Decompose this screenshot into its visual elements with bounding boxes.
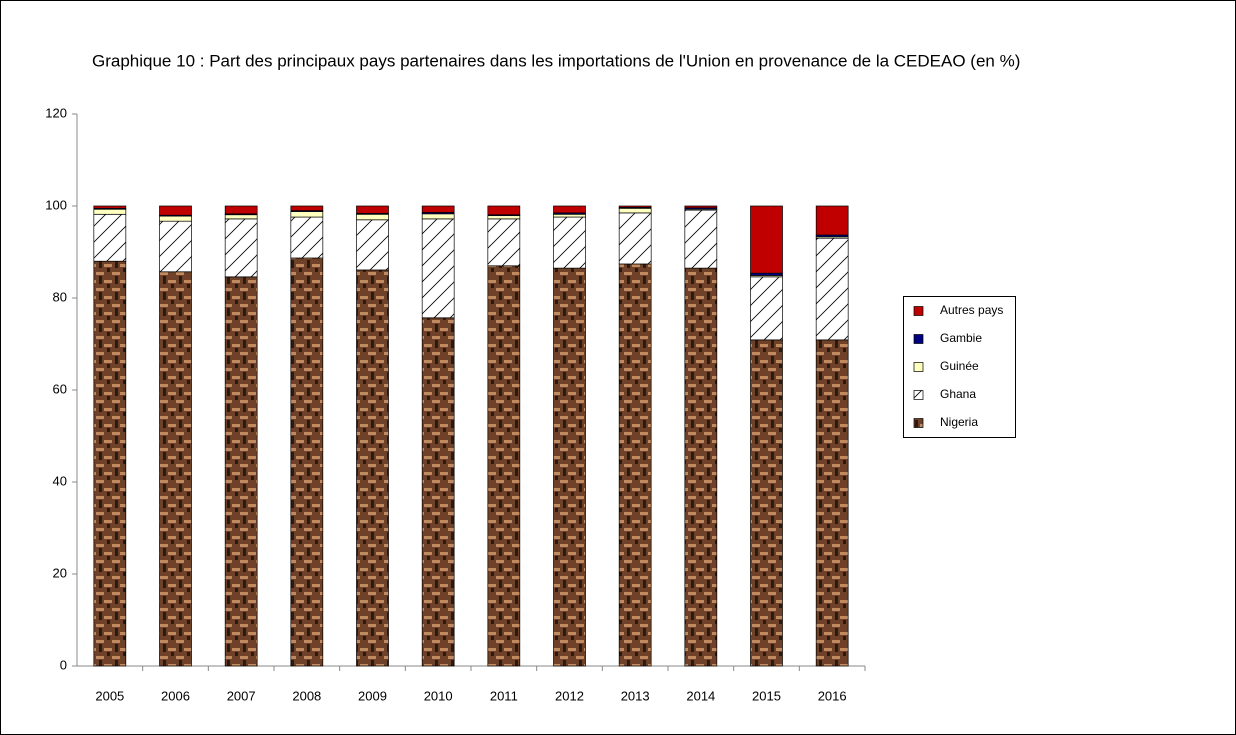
bar-segment bbox=[618, 212, 652, 265]
x-tick-label: 2013 bbox=[621, 688, 650, 703]
x-tick-label: 2010 bbox=[424, 688, 453, 703]
x-tick-label: 2015 bbox=[752, 688, 781, 703]
bar-segment bbox=[421, 317, 455, 667]
bar-segment bbox=[750, 205, 783, 274]
legend-label: Autres pays bbox=[940, 303, 1003, 317]
legend-label: Ghana bbox=[940, 387, 976, 401]
legend-swatch bbox=[913, 334, 924, 344]
bar-segment bbox=[487, 215, 521, 220]
x-tick-label: 2016 bbox=[818, 688, 847, 703]
bar-segment bbox=[290, 211, 324, 218]
bar-segment bbox=[93, 208, 127, 215]
bar-segment bbox=[421, 213, 455, 220]
bar-segment bbox=[487, 218, 521, 267]
bar-segment bbox=[356, 269, 389, 667]
bar-segment bbox=[224, 218, 258, 278]
y-tick-label: 40 bbox=[53, 473, 67, 488]
y-tick-label: 120 bbox=[45, 105, 67, 120]
bar-segment bbox=[224, 276, 258, 667]
x-tick-label: 2014 bbox=[686, 688, 715, 703]
y-tick-label: 60 bbox=[53, 381, 67, 396]
bar-segment bbox=[290, 216, 324, 259]
bar-segment bbox=[290, 257, 324, 667]
x-tick-label: 2005 bbox=[95, 688, 124, 703]
x-tick-label: 2007 bbox=[227, 688, 256, 703]
y-tick-label: 100 bbox=[45, 197, 67, 212]
bar-segment bbox=[159, 205, 192, 216]
x-tick-label: 2011 bbox=[490, 688, 518, 703]
bar-segment bbox=[684, 205, 718, 209]
y-tick-label: 0 bbox=[60, 657, 67, 672]
y-tick-label: 80 bbox=[53, 289, 67, 304]
bar-segment bbox=[553, 267, 586, 667]
bar-segment bbox=[224, 205, 258, 215]
chart-title: Graphique 10 : Part des principaux pays … bbox=[92, 51, 1020, 70]
bar-segment bbox=[159, 271, 192, 667]
bar-segment bbox=[815, 339, 849, 667]
bar-segment bbox=[750, 276, 783, 341]
bar-segment bbox=[421, 218, 455, 319]
bar-segment bbox=[421, 205, 455, 213]
bar-segment bbox=[815, 205, 849, 236]
x-tick-label: 2008 bbox=[292, 688, 321, 703]
bar-segment bbox=[618, 207, 652, 214]
legend-label: Gambie bbox=[940, 331, 982, 345]
bar-segment bbox=[684, 267, 718, 667]
bar-segment bbox=[356, 205, 389, 214]
y-tick-label: 20 bbox=[53, 565, 67, 580]
bar-segment bbox=[93, 260, 127, 667]
bar-segment bbox=[356, 219, 389, 271]
bar-segment bbox=[356, 213, 389, 221]
legend-swatch bbox=[913, 418, 924, 428]
bar-segment bbox=[290, 205, 324, 211]
bar-segment bbox=[618, 205, 652, 208]
legend-swatch bbox=[913, 306, 924, 316]
bar-segment bbox=[487, 265, 521, 667]
x-tick-label: 2012 bbox=[555, 688, 584, 703]
bar-segment bbox=[159, 215, 192, 222]
bar-segment bbox=[159, 220, 192, 273]
bar-segment bbox=[553, 213, 586, 218]
x-tick-label: 2009 bbox=[358, 688, 387, 703]
legend-label: Guinée bbox=[940, 359, 979, 373]
x-tick-label: 2006 bbox=[161, 688, 190, 703]
bar-segment bbox=[224, 214, 258, 220]
bar-segment bbox=[487, 205, 521, 216]
bar-segment bbox=[618, 263, 652, 667]
bar-segment bbox=[553, 205, 586, 214]
legend-label: Nigeria bbox=[940, 415, 978, 429]
bar-segment bbox=[684, 209, 718, 269]
legend-swatch bbox=[913, 390, 924, 400]
bar-segment bbox=[553, 216, 586, 269]
bar-segment bbox=[750, 339, 783, 667]
bar-segment bbox=[93, 213, 127, 262]
bar-segment bbox=[93, 205, 127, 209]
bar-segment bbox=[815, 237, 849, 341]
legend-swatch bbox=[913, 362, 924, 372]
